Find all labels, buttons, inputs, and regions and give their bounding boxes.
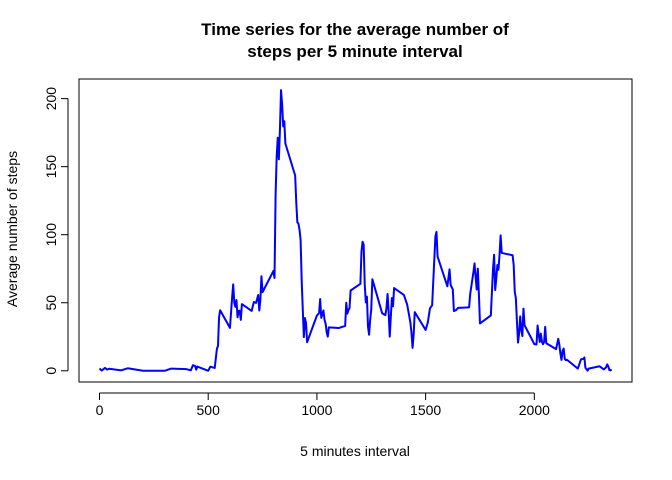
plot-frame	[78, 78, 633, 383]
chart-title: steps per 5 minute interval	[247, 42, 462, 61]
y-tick-label: 200	[43, 87, 59, 111]
x-tick-label: 0	[96, 402, 104, 418]
x-tick-label: 1500	[410, 402, 441, 418]
x-tick-label: 1000	[301, 402, 332, 418]
y-tick-label: 0	[43, 367, 59, 375]
x-axis-label: 5 minutes interval	[300, 443, 410, 459]
y-tick-label: 50	[43, 295, 59, 311]
x-tick-label: 500	[197, 402, 221, 418]
data-line	[98, 89, 613, 372]
chart-title: Time series for the average number of	[201, 20, 509, 39]
y-tick-label: 100	[43, 223, 59, 247]
y-tick-label: 150	[43, 155, 59, 179]
y-axis-label: Average number of steps	[4, 151, 20, 307]
x-tick-label: 2000	[519, 402, 550, 418]
